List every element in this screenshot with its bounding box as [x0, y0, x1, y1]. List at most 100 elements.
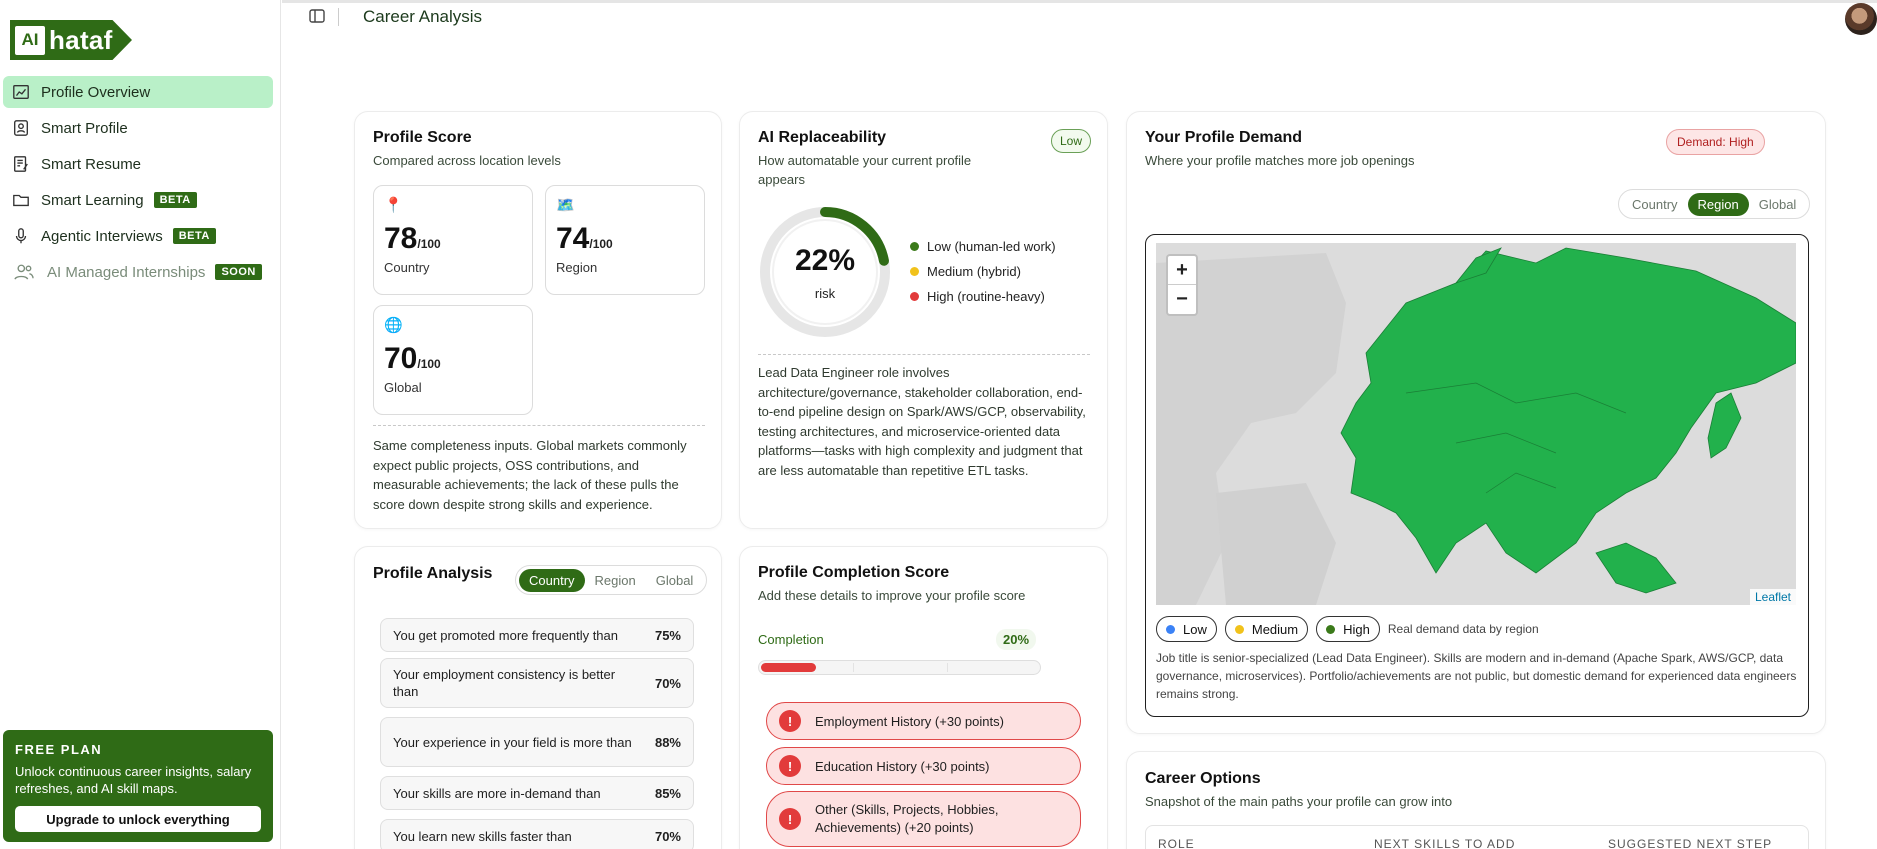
card-title: Your Profile Demand — [1145, 129, 1303, 146]
sidebar-item-label: Profile Overview — [41, 83, 151, 101]
map-region-japan — [1707, 392, 1742, 459]
map-attribution-link[interactable]: Leaflet — [1749, 589, 1796, 605]
card-subtitle: Compared across location levels — [373, 153, 561, 168]
avatar[interactable] — [1845, 3, 1877, 35]
logo-badge: AI hataf — [10, 20, 132, 60]
progress-tick — [853, 663, 854, 672]
alert-icon: ! — [779, 755, 801, 777]
score-box-global: 🌐 70/100 Global — [373, 305, 533, 415]
replaceability-description: Lead Data Engineer role involves archite… — [758, 365, 1086, 478]
tab-region[interactable]: Region — [594, 572, 636, 588]
map-land-africa — [1216, 483, 1336, 605]
zoom-control: + − — [1166, 254, 1198, 316]
pin-icon: 📍 — [384, 197, 403, 214]
card-title: Profile Score — [373, 129, 472, 146]
analysis-row: You learn new skills faster than 70% — [380, 819, 694, 849]
card-title: Profile Analysis — [373, 565, 493, 582]
profile-score-card: Profile Score Compared across location l… — [354, 111, 722, 529]
sidebar-item-profile-overview[interactable]: Profile Overview — [3, 76, 273, 108]
risk-percent: 22% — [794, 244, 856, 277]
sidebar-item-smart-resume[interactable]: Smart Resume — [3, 148, 273, 180]
upgrade-button[interactable]: Upgrade to unlock everything — [15, 806, 261, 832]
sidebar-nav: Profile Overview Smart Profile Smart Res… — [3, 76, 273, 292]
card-title: Profile Completion Score — [758, 564, 950, 581]
column-header-next-step: SUGGESTED NEXT STEP — [1608, 837, 1773, 849]
microphone-icon — [11, 226, 31, 246]
logo-text: hataf — [49, 24, 113, 55]
logo[interactable]: AI hataf — [10, 20, 132, 60]
missing-item[interactable]: ! Other (Skills, Projects, Hobbies, Achie… — [766, 791, 1081, 847]
completion-value: 20% — [996, 629, 1037, 650]
globe-icon: 🌐 — [384, 317, 403, 334]
tab-region[interactable]: Region — [1687, 192, 1749, 216]
tab-global[interactable]: Global — [655, 572, 694, 588]
legend-medium: Medium — [1224, 616, 1309, 642]
legend-item-medium: Medium (hybrid) — [910, 259, 1056, 284]
risk-level-badge: Low — [1050, 129, 1091, 153]
missing-item[interactable]: ! Employment History (+30 points) — [766, 702, 1081, 740]
score-note: Same completeness inputs. Global markets… — [373, 438, 687, 512]
status-dot — [910, 242, 919, 251]
demand-map[interactable]: + − Leaflet — [1156, 243, 1796, 605]
map-land-west — [1156, 253, 1346, 605]
alert-icon: ! — [779, 710, 801, 732]
sidebar-item-label: Smart Profile — [41, 119, 128, 137]
score-value: 74/100 — [556, 222, 613, 255]
legend-item-low: Low (human-led work) — [910, 234, 1056, 259]
analysis-scope-tabs: Country Region Global — [515, 565, 708, 595]
soon-badge: SOON — [215, 264, 262, 280]
sidebar-toggle-icon[interactable] — [308, 7, 326, 25]
legend-high: High — [1316, 616, 1380, 642]
analysis-row: Your employment consistency is better th… — [380, 658, 694, 708]
missing-item[interactable]: ! Education History (+30 points) — [766, 747, 1081, 785]
tab-country[interactable]: Country — [519, 568, 585, 592]
sidebar-item-ai-managed-internships[interactable]: AI Managed Internships SOON — [3, 256, 273, 288]
card-title: Career Options — [1145, 770, 1261, 787]
progress-fill — [761, 663, 816, 672]
card-subtitle: Add these details to improve your profil… — [758, 588, 1026, 603]
legend-note: Real demand data by region — [1387, 622, 1539, 636]
status-dot — [910, 267, 919, 276]
column-header-role: ROLE — [1158, 837, 1195, 849]
progress-tick — [947, 663, 948, 672]
card-subtitle: Where your profile matches more job open… — [1145, 153, 1415, 168]
divider — [373, 425, 705, 426]
sidebar: AI hataf Profile Overview Smart Profile … — [0, 0, 281, 849]
sidebar-item-label: Agentic Interviews — [41, 227, 163, 245]
score-label: Country — [384, 260, 430, 275]
risk-label: risk — [814, 286, 836, 301]
sidebar-item-smart-learning[interactable]: Smart Learning BETA — [3, 184, 273, 216]
id-card-icon — [11, 118, 31, 138]
divider — [758, 354, 1090, 355]
map-icon: 🗺️ — [556, 197, 575, 214]
beta-badge: BETA — [172, 228, 216, 244]
divider — [338, 8, 339, 26]
map-frame: + − Leaflet Low Medium High Real demand … — [1145, 234, 1809, 717]
sidebar-item-label: Smart Resume — [41, 155, 142, 173]
card-subtitle: Snapshot of the main paths your profile … — [1145, 794, 1453, 809]
sidebar-item-label: Smart Learning — [41, 191, 144, 209]
analysis-row: Your skills are more in-demand than 85% — [380, 776, 694, 810]
risk-gauge — [760, 207, 890, 337]
zoom-in-button[interactable]: + — [1168, 256, 1196, 285]
score-box-country: 📍 78/100 Country — [373, 185, 533, 295]
status-dot — [1326, 624, 1336, 634]
career-options-card: Career Options Snapshot of the main path… — [1126, 751, 1826, 849]
completion-label: Completion — [758, 632, 824, 647]
score-label: Global — [384, 380, 422, 395]
demand-description: Job title is senior-specialized (Lead Da… — [1156, 651, 1797, 701]
map-region-north — [1454, 247, 1502, 284]
tab-country[interactable]: Country — [1632, 196, 1678, 212]
career-table-header: ROLE NEXT SKILLS TO ADD SUGGESTED NEXT S… — [1145, 825, 1809, 849]
ai-replaceability-card: AI Replaceability How automatable your c… — [739, 111, 1108, 529]
legend-item-high: High (routine-heavy) — [910, 284, 1056, 309]
free-plan-card: FREE PLAN Unlock continuous career insig… — [3, 730, 273, 842]
sidebar-item-agentic-interviews[interactable]: Agentic Interviews BETA — [3, 220, 273, 252]
map-legend: Low Medium High Real demand data by regi… — [1156, 616, 1539, 642]
plan-text: Unlock continuous career insights, salar… — [15, 764, 252, 796]
demand-badge: Demand: High — [1666, 129, 1765, 155]
zoom-out-button[interactable]: − — [1176, 288, 1188, 310]
sidebar-item-smart-profile[interactable]: Smart Profile — [3, 112, 273, 144]
tab-global[interactable]: Global — [1758, 196, 1797, 212]
profile-demand-card: Your Profile Demand Where your profile m… — [1126, 111, 1826, 734]
